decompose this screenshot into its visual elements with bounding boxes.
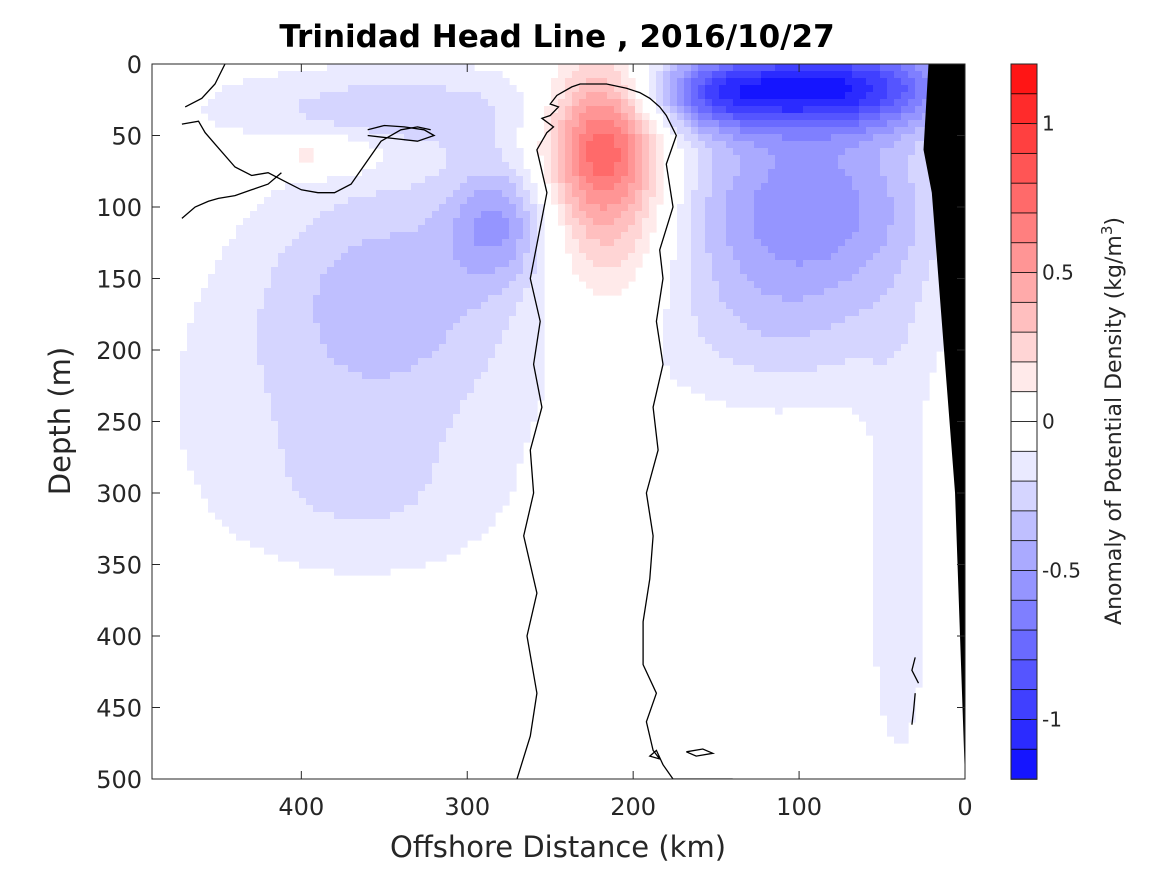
zero-contour-7 — [911, 693, 916, 725]
colorbar-band — [1010, 301, 1038, 333]
colorbar-label-superscript: 3 — [1098, 226, 1116, 236]
colorbar-band — [1010, 361, 1038, 393]
colorbar-band — [1010, 123, 1038, 155]
colorbar-band — [1010, 182, 1038, 214]
colorbar-band — [1010, 510, 1038, 542]
zero-contours — [181, 64, 920, 779]
colorbar-band — [1010, 748, 1038, 780]
y-tick-label: 150 — [96, 266, 142, 294]
x-tick-label: 400 — [278, 793, 324, 821]
colorbar-band — [1010, 242, 1038, 274]
colorbar-band — [1010, 272, 1038, 304]
colorbar-band — [1010, 689, 1038, 721]
zero-contour-1 — [184, 64, 226, 108]
colorbar-label-suffix: ) — [1102, 217, 1127, 226]
x-axis: 400 300 200 100 0 — [278, 64, 973, 821]
x-axis-label: Offshore Distance (km) — [390, 830, 726, 864]
y-tick-label: 50 — [111, 123, 142, 151]
colorbar-band — [1010, 540, 1038, 572]
y-tick-label: 400 — [96, 623, 142, 651]
colorbar-band — [1010, 599, 1038, 631]
zero-contour-6 — [911, 657, 920, 684]
zero-contour-0 — [516, 83, 733, 779]
y-tick-label: 450 — [96, 695, 142, 723]
colorbar-band — [1010, 659, 1038, 691]
y-tick-label: 0 — [127, 51, 142, 79]
colorbar-tick-label: -0.5 — [1042, 558, 1081, 582]
x-tick-label: 200 — [610, 793, 656, 821]
x-tick-label: 0 — [957, 793, 972, 821]
colorbar-tick-label: -1 — [1042, 707, 1062, 731]
colorbar-band — [1010, 629, 1038, 661]
y-axis: 0 50 100 150 200 250 300 350 400 450 500 — [96, 51, 965, 794]
colorbar-band — [1010, 570, 1038, 602]
colorbar-band — [1010, 152, 1038, 184]
colorbar-band — [1010, 480, 1038, 512]
colorbar-label: Anomaly of Potential Density (kg/m3) — [1098, 217, 1127, 625]
y-axis-label: Depth (m) — [43, 347, 77, 495]
y-tick-label: 500 — [96, 766, 142, 794]
colorbar-band — [1010, 391, 1038, 423]
colorbar-band — [1010, 93, 1038, 125]
colorbar-label-main: Anomaly of Potential Density (kg/m — [1102, 235, 1127, 625]
x-tick-label: 100 — [776, 793, 822, 821]
colorbar-band — [1010, 331, 1038, 363]
zero-contour-4 — [367, 124, 436, 142]
y-tick-label: 300 — [96, 480, 142, 508]
y-tick-label: 350 — [96, 552, 142, 580]
colorbar: 1 0.5 0 -0.5 -1 — [1010, 63, 1081, 780]
plot-area — [152, 64, 965, 779]
anomaly-fills — [180, 64, 965, 744]
colorbar-tick-label: 1 — [1042, 112, 1055, 136]
y-tick-label: 100 — [96, 194, 142, 222]
colorbar-band — [1010, 212, 1038, 244]
zero-contour-3 — [181, 172, 282, 219]
colorbar-band — [1010, 63, 1038, 95]
colorbar-tick-label: 0 — [1042, 410, 1055, 434]
zero-contour-5 — [686, 748, 716, 757]
x-tick-label: 300 — [444, 793, 490, 821]
y-tick-label: 200 — [96, 337, 142, 365]
colorbar-band — [1010, 421, 1038, 453]
bathymetry-polygon — [923, 64, 965, 779]
y-tick-label: 250 — [96, 409, 142, 437]
colorbar-tick-label: 0.5 — [1042, 261, 1074, 285]
seafloor — [923, 64, 965, 779]
colorbar-band — [1010, 450, 1038, 482]
chart-title: Trinidad Head Line , 2016/10/27 — [279, 19, 834, 55]
colorbar-band — [1010, 719, 1038, 751]
